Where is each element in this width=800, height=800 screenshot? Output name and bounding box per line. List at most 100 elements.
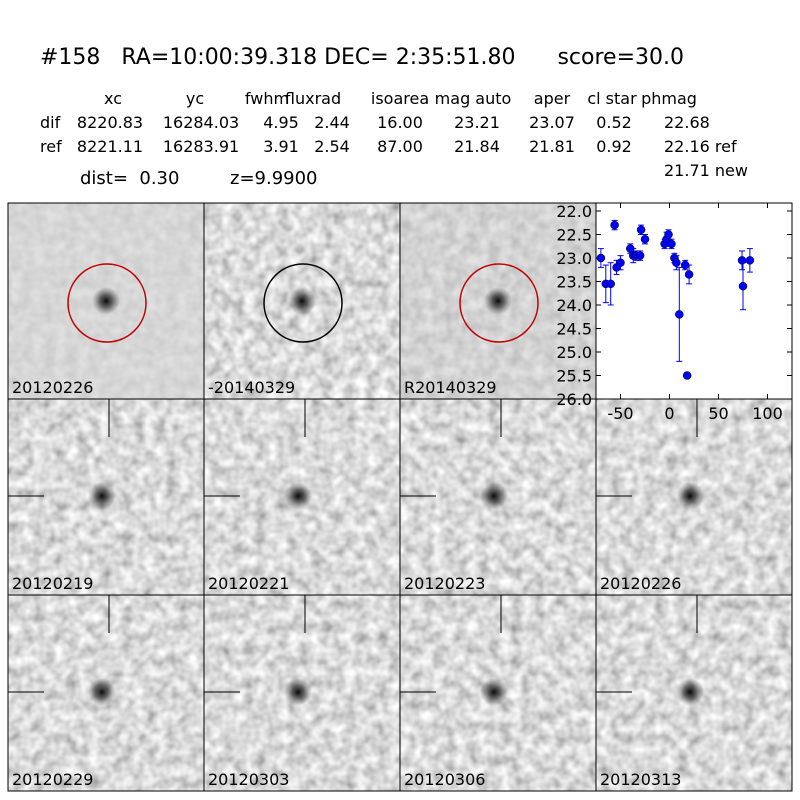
tile-border [595,594,793,792]
data-point [672,258,681,267]
source [288,287,316,315]
source [284,678,312,706]
column-header: isoarea [371,89,429,108]
cell: 16283.91 [163,137,239,156]
cell: 16284.03 [163,113,239,132]
image-tile: 20120306 [399,594,597,792]
data-point [684,270,694,279]
image-tile: -20140329 [203,202,401,400]
data-point [745,256,755,265]
info: z=9.9900 [230,168,318,189]
data-point [640,234,650,244]
image-tile: 20120313 [595,594,793,792]
image-tile: 20120229 [7,594,205,792]
data-point [682,371,692,380]
tile-label: -20140329 [208,378,295,397]
image-tile: 20120219 [7,398,205,596]
aperture-ring [459,263,539,343]
y-tick-label: 25.5 [556,367,592,386]
aperture-ring [67,263,147,343]
column-header: xc [104,89,122,108]
cell: 0.52 [596,113,632,132]
y-tick-label: 26.0 [556,390,592,409]
column-header: phmag [641,89,697,108]
data-point [738,281,748,291]
source [480,482,508,510]
column-header: fluxrad [285,89,341,108]
image-tile: 20120223 [399,398,597,596]
data-point [596,253,606,263]
tile-label: 20120223 [404,574,485,593]
cell: 4.95 [263,113,299,132]
tile-label: R20140329 [404,378,497,397]
image-tile: 20120226 [7,202,205,400]
plot-background [595,202,793,400]
data-point [664,230,673,239]
data-point [616,258,625,267]
row-label: dif [40,113,61,132]
source [88,678,116,706]
column-header: mag auto [435,89,512,108]
tile-label: 20120303 [208,770,289,789]
data-point [675,310,684,319]
column-header: yc [186,89,204,108]
cell: 3.91 [263,137,299,156]
aperture-ring [263,263,343,343]
source [284,482,312,510]
tile-label: 20120226 [12,378,93,397]
y-tick-label: 25.0 [556,343,592,362]
cell: 21.81 [529,137,575,156]
cell: 22.16 ref [664,137,737,156]
image-tile: R20140329 [399,202,597,400]
source [676,678,704,706]
data-point [667,239,676,249]
tile-label: 20120229 [12,770,93,789]
x-tick-label: 100 [752,404,783,423]
source [88,482,116,510]
cell: 16.00 [377,113,423,132]
data-point [635,251,645,260]
cell: 22.68 [664,113,710,132]
row-label: ref [40,137,62,156]
title: #158 RA=10:00:39.318 DEC= 2:35:51.80 sco… [40,45,684,70]
source [676,482,704,510]
cell: 8221.11 [77,137,143,156]
y-tick-label: 22.5 [556,226,592,245]
y-tick-label: 23.5 [556,273,592,292]
cell: 21.71 new [664,161,748,180]
tile-label: 20120226 [600,574,681,593]
cell: 8220.83 [77,113,143,132]
info: dist= 0.30 [80,168,179,189]
y-tick-label: 22.0 [556,202,592,221]
y-tick-label: 23.0 [556,249,592,268]
cell: 2.44 [314,113,350,132]
image-tile: 20120221 [203,398,401,596]
y-tick-label: 24.5 [556,320,592,339]
y-tick-label: 24.0 [556,296,592,315]
tile-label: 20120221 [208,574,289,593]
image-tile: 20120226 [595,398,793,596]
source [92,287,120,315]
tile-label: 20120219 [12,574,93,593]
cell: 0.92 [596,137,632,156]
x-tick-label: -50 [607,404,633,423]
cell: 87.00 [377,137,423,156]
data-point [636,225,646,235]
cell: 2.54 [314,137,350,156]
x-tick-label: 50 [708,404,728,423]
x-tick-label: 0 [664,404,674,423]
cell: 23.07 [529,113,575,132]
image-tile: 20120303 [203,594,401,792]
tile-label: 20120313 [600,770,681,789]
column-header: aper [534,89,571,108]
cell: 23.21 [454,113,500,132]
source [484,287,512,315]
data-point [610,220,619,230]
tile-label: 20120306 [404,770,485,789]
cell: 21.84 [454,137,500,156]
source [480,678,508,706]
column-header: cl star [587,89,637,108]
data-point [606,279,615,289]
column-header: fwhm [245,89,289,108]
